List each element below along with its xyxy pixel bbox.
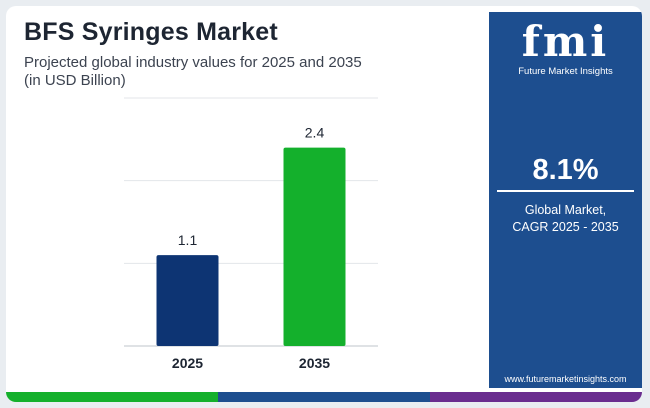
- chart-subtitle: Projected global industry values for 202…: [24, 54, 444, 90]
- x-tick-label: 2025: [172, 355, 203, 371]
- fmi-logo: fmi Future Market Insights: [489, 17, 642, 78]
- cagr-divider: [497, 190, 634, 192]
- bar: [156, 255, 219, 346]
- infographic-card: BFS Syringes Market Projected global ind…: [6, 6, 642, 402]
- subtitle-text: Projected global industry values for 202…: [24, 54, 362, 71]
- strip-segment-1: [6, 392, 218, 402]
- cagr-label-line2: CAGR 2025 - 2035: [512, 220, 619, 234]
- strip-segment-2: [218, 392, 430, 402]
- website-link[interactable]: www.futuremarketinsights.com: [504, 374, 627, 384]
- bar: [283, 147, 346, 346]
- bottom-color-strip: [6, 392, 642, 402]
- sidebar-panel: fmi Future Market Insights 8.1% Global M…: [489, 12, 642, 388]
- cagr-label: Global Market, CAGR 2025 - 2035: [489, 202, 642, 236]
- strip-segment-3: [430, 392, 642, 402]
- x-tick-label: 2035: [299, 355, 330, 371]
- logo-text: Future Market Insights: [518, 66, 613, 77]
- bar-chart: 1.1 2025 2.4 2035: [124, 97, 378, 371]
- cagr-label-line1: Global Market,: [524, 203, 607, 217]
- data-label: 2.4: [305, 125, 325, 141]
- chart-title: BFS Syringes Market: [24, 18, 278, 46]
- unit-text: (in USD Billion): [24, 72, 126, 89]
- cagr-value: 8.1%: [532, 154, 599, 186]
- logo-mark: fmi: [521, 17, 610, 66]
- data-label: 1.1: [178, 232, 198, 248]
